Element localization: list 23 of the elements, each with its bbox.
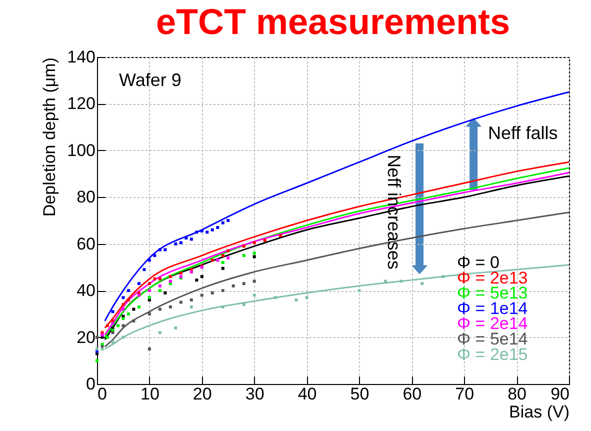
x-tick-label: 40: [298, 384, 317, 404]
x-tick-label: 30: [245, 384, 264, 404]
y-tick-label: 140: [67, 48, 96, 66]
x-tick-label: 90: [550, 384, 570, 404]
x-tick-label: 0: [98, 384, 107, 404]
y-tick-label: 20: [76, 328, 96, 347]
x-tick-label: 70: [455, 384, 474, 404]
x-tick-label: 10: [140, 384, 160, 404]
y-tick-label: 100: [67, 140, 96, 160]
y-tick-label: 60: [76, 234, 96, 254]
x-tick-label: 60: [402, 384, 422, 404]
annotation: Neff falls: [488, 123, 558, 143]
annotation: Neff increases: [384, 154, 404, 270]
x-axis-title: Bias (V): [509, 402, 570, 422]
y-tick-label: 80: [76, 188, 96, 207]
chart-title: eTCT measurements: [156, 1, 510, 42]
y-tick-label: 40: [76, 281, 96, 300]
y-axis-title: Depletion depth (μm): [40, 58, 60, 217]
y-tick-label: 120: [67, 94, 96, 114]
annotation: Wafer 9: [119, 70, 182, 90]
x-tick-label: 20: [192, 384, 212, 404]
x-tick-label: 80: [508, 384, 527, 404]
x-tick-label: 50: [350, 384, 370, 404]
